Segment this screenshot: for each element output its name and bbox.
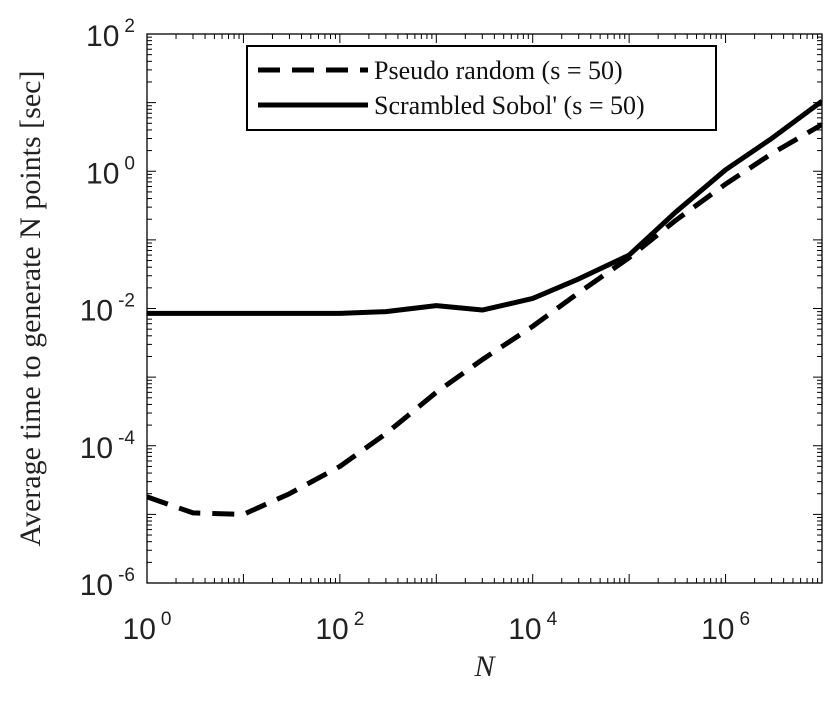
- x-axis-title: N: [473, 650, 496, 683]
- x-tick-label: 10 6: [701, 609, 750, 646]
- x-tick-label: 10 4: [508, 609, 557, 646]
- plot-layer: 10 0 10 2 10 4 10 6 10 -6 10 -4 10 -2 10 0 10 2: [80, 16, 823, 646]
- x-tick-label: 10 2: [315, 609, 364, 646]
- series-line-0: [147, 122, 822, 517]
- series-line-1: [147, 99, 822, 316]
- legend-label-pseudo-random: Pseudo random (s = 50): [374, 56, 623, 85]
- legend: Pseudo random (s = 50) Scrambled Sobol' …: [246, 45, 717, 131]
- y-tick-label: 10 -6: [80, 565, 135, 602]
- legend-label-scrambled-sobol: Scrambled Sobol' (s = 50): [374, 91, 645, 120]
- y-axis-title: Average time to generate N points [sec]: [14, 71, 47, 547]
- y-tick-label: 10 -4: [80, 428, 136, 465]
- y-tick-label: 10 0: [86, 153, 135, 190]
- legend-box: [246, 45, 717, 131]
- y-tick-label: 10 2: [86, 16, 135, 53]
- x-tick-label: 10 0: [123, 609, 172, 646]
- y-tick-label: 10 -2: [80, 291, 135, 328]
